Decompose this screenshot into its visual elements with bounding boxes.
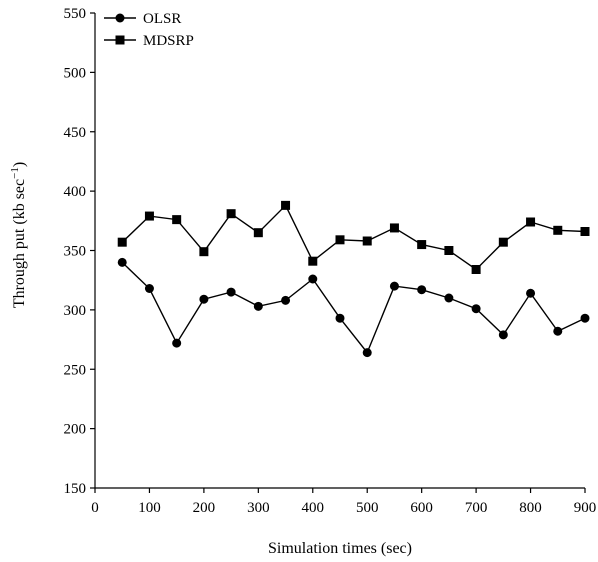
data-point-mdsrp bbox=[389, 223, 399, 233]
data-point-olsr bbox=[335, 313, 345, 323]
data-point-olsr bbox=[389, 281, 399, 291]
svg-text:Through put (kb sec−1): Through put (kb sec−1) bbox=[9, 162, 28, 308]
data-point-olsr bbox=[580, 313, 590, 323]
data-point-olsr bbox=[253, 301, 263, 311]
data-point-mdsrp bbox=[580, 227, 590, 236]
data-point-mdsrp bbox=[117, 237, 127, 247]
x-tick-label: 900 bbox=[574, 500, 597, 516]
data-point-olsr bbox=[281, 295, 291, 305]
x-tick-label: 100 bbox=[138, 500, 161, 516]
y-axis-title-close: ) bbox=[11, 162, 28, 167]
y-axis-title-superscript: −1 bbox=[9, 167, 21, 179]
data-point-mdsrp bbox=[444, 246, 454, 255]
data-point-olsr bbox=[308, 274, 318, 284]
series-layer bbox=[117, 200, 590, 358]
x-axis-title: Simulation times (sec) bbox=[268, 540, 412, 557]
legend-marker-mdsrp bbox=[115, 35, 125, 45]
data-point-mdsrp bbox=[471, 265, 481, 274]
data-point-mdsrp bbox=[199, 247, 209, 257]
data-point-olsr bbox=[172, 338, 182, 348]
data-point-olsr bbox=[444, 293, 454, 303]
legend: OLSR MDSRP bbox=[104, 11, 194, 49]
series-line-olsr bbox=[121, 261, 586, 354]
y-tick-label: 250 bbox=[64, 362, 87, 378]
data-point-mdsrp bbox=[253, 228, 263, 238]
series-mdsrp bbox=[117, 200, 590, 274]
y-axis-title-main: Through put (kb sec bbox=[11, 179, 28, 308]
x-tick-label: 700 bbox=[465, 500, 488, 516]
x-tick-label: 200 bbox=[193, 500, 216, 516]
y-tick-label: 550 bbox=[64, 6, 87, 22]
x-tick-label: 800 bbox=[519, 500, 542, 516]
x-tick-label: 400 bbox=[302, 500, 325, 516]
y-tick-label: 350 bbox=[64, 244, 87, 260]
data-point-mdsrp bbox=[335, 235, 345, 245]
data-point-olsr bbox=[498, 330, 508, 340]
series-line-mdsrp bbox=[121, 204, 586, 271]
data-point-olsr bbox=[117, 257, 127, 267]
data-point-olsr bbox=[226, 287, 236, 297]
y-tick-label: 150 bbox=[64, 481, 87, 497]
data-point-mdsrp bbox=[417, 240, 427, 250]
x-tick-label: 300 bbox=[247, 500, 270, 516]
data-point-olsr bbox=[362, 348, 372, 358]
data-point-mdsrp bbox=[281, 200, 291, 210]
legend-label: MDSRP bbox=[143, 33, 194, 49]
data-point-mdsrp bbox=[526, 217, 536, 227]
legend-label: OLSR bbox=[143, 11, 181, 27]
series-olsr bbox=[117, 257, 590, 358]
y-tick-label: 450 bbox=[64, 125, 87, 141]
data-point-mdsrp bbox=[553, 225, 563, 235]
y-tick-label: 300 bbox=[64, 303, 87, 319]
data-point-mdsrp bbox=[498, 237, 508, 247]
data-point-mdsrp bbox=[144, 211, 154, 221]
y-tick-label: 200 bbox=[64, 422, 87, 438]
data-point-mdsrp bbox=[226, 209, 236, 219]
data-point-olsr bbox=[553, 326, 563, 336]
data-point-mdsrp bbox=[172, 215, 182, 225]
legend-marker-olsr bbox=[115, 13, 125, 23]
legend-item-olsr: OLSR bbox=[104, 11, 181, 27]
data-point-olsr bbox=[199, 294, 209, 304]
data-point-olsr bbox=[471, 304, 481, 314]
legend-item-mdsrp: MDSRP bbox=[104, 33, 194, 49]
data-point-olsr bbox=[417, 285, 427, 295]
y-tick-label: 500 bbox=[64, 65, 87, 81]
x-tick-label: 0 bbox=[91, 500, 99, 516]
x-tick-label: 600 bbox=[410, 500, 433, 516]
data-point-mdsrp bbox=[308, 256, 318, 266]
data-point-olsr bbox=[144, 284, 154, 293]
data-point-olsr bbox=[526, 288, 536, 298]
data-point-mdsrp bbox=[362, 236, 372, 246]
axes: 150 200 250 300 350 400 450 500 550 0 100 200 300 400… bbox=[64, 6, 597, 516]
y-axis-title: Through put (kb sec−1) bbox=[9, 162, 28, 308]
y-tick-label: 400 bbox=[64, 184, 87, 200]
x-tick-label: 500 bbox=[356, 500, 379, 516]
